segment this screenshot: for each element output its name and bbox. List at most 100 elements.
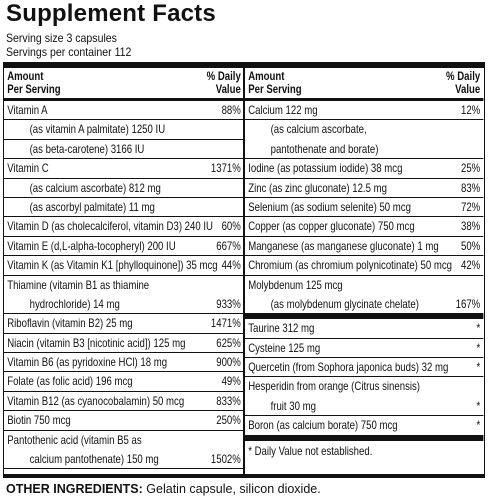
amount-heading: Amount Per Serving xyxy=(248,70,301,96)
nutrient-name: Riboflavin (vitamin B2) 25 mg xyxy=(7,316,133,331)
nutrient-name: Pantothenic acid (vitamin B5 as xyxy=(7,432,142,447)
nutrient-name: Thiamine (vitamin B1 as thiamine xyxy=(7,277,150,292)
source-text: (as beta-carotene) 3166 IU xyxy=(29,141,145,156)
daily-value: 833% xyxy=(216,393,241,408)
other-ingredients-label: OTHER INGREDIENTS: xyxy=(6,482,143,496)
nutrient-name: calcium pantothenate) 150 mg xyxy=(29,452,159,467)
daily-value: 50% xyxy=(460,238,481,253)
nutrient-row: Taurine 312 mg * xyxy=(245,319,484,339)
heading-line: Amount xyxy=(248,69,285,83)
daily-value: 900% xyxy=(216,355,241,370)
column: Amount Per Serving % Daily Value Vitamin A 88… xyxy=(4,68,244,470)
nutrient-row: Vitamin D (as cholecalciferol, vitamin D… xyxy=(4,217,244,237)
nutrient-name: Folate (as folic acid) 196 mcg xyxy=(7,374,133,389)
heading-line: Per Serving xyxy=(7,82,61,96)
nutrient-name: Boron (as calcium borate) 750 mcg xyxy=(248,418,398,433)
source-row: (as ascorbyl palmitate) 11 mg xyxy=(4,198,244,218)
column: Amount Per Serving % Daily Value Calcium 122… xyxy=(245,68,484,461)
serving-size: Serving size 3 capsules xyxy=(6,31,117,45)
nutrient-row: calcium pantothenate) 150 mg 1502% xyxy=(4,450,244,470)
daily-value: 83% xyxy=(460,180,481,195)
nutrient-row: Riboflavin (vitamin B2) 25 mg 1471% xyxy=(4,314,244,334)
dv-heading: % Daily Value xyxy=(446,70,480,96)
nutrient-row: Copper (as copper gluconate) 750 mcg 38% xyxy=(245,217,484,237)
nutrient-name: Biotin 750 mcg xyxy=(7,413,71,428)
source-row: (as calcium ascorbate) 812 mg xyxy=(4,179,244,198)
nutrient-name: Taurine 312 mg xyxy=(248,321,315,336)
nutrient-row: Iodine (as potassium iodide) 38 mcg 25% xyxy=(245,159,484,179)
daily-value: 1471% xyxy=(210,316,241,331)
heading-line: % Daily xyxy=(206,69,241,83)
daily-value: * xyxy=(476,398,481,413)
nutrient-row: Manganese (as manganese gluconate) 1 mg 5… xyxy=(245,237,484,257)
nutrient-name: (as molybdenum glycinate chelate) xyxy=(270,296,419,311)
nutrient-name: Vitamin B12 (as cyanocobalamin) 50 mcg xyxy=(7,393,185,408)
nutrient-row: Vitamin B12 (as cyanocobalamin) 50 mcg 83… xyxy=(4,392,244,412)
heading-line: % Daily xyxy=(446,69,481,83)
nutrient-row: Vitamin A 88% xyxy=(4,101,244,121)
source-row: (as calcium ascorbate, xyxy=(245,120,483,139)
nutrient-row: Zinc (as zinc gluconate) 12.5 mg 83% xyxy=(245,179,484,198)
nutrient-row: Vitamin B6 (as pyridoxine HCl) 18 mg 900% xyxy=(4,353,244,373)
heading-line: Amount xyxy=(7,69,44,83)
daily-value: 72% xyxy=(460,199,481,214)
daily-value: 42% xyxy=(460,258,481,273)
nutrient-row: Selenium (as sodium selenite) 50 mcg 72% xyxy=(245,198,484,218)
servings-per-container: Servings per container 112 xyxy=(6,45,132,59)
nutrient-row: Vitamin E (d,L-alpha-tocopheryl) 200 IU 6… xyxy=(4,237,244,257)
source-row: (as vitamin A palmitate) 1250 IU xyxy=(4,120,244,140)
nutrient-row: Vitamin C 1371% xyxy=(4,159,244,179)
daily-value: 933% xyxy=(216,296,241,311)
nutrient-name: Selenium (as sodium selenite) 50 mcg xyxy=(248,199,411,214)
nutrient-row: Biotin 750 mcg 250% xyxy=(4,411,244,431)
daily-value: * xyxy=(476,340,481,355)
rule xyxy=(3,62,485,68)
nutrient-name: fruit 30 mg xyxy=(270,398,316,413)
footnote: * Daily Value not established. xyxy=(248,443,373,458)
source-text: pantothenate and borate) xyxy=(270,141,379,156)
nutrient-name: Cysteine 125 mg xyxy=(248,340,321,355)
nutrient-name: Vitamin B6 (as pyridoxine HCl) 18 mg xyxy=(7,355,168,370)
nutrient-name: Quercetin (from Sophora japonica buds) 3… xyxy=(248,360,449,375)
nutrient-name: Vitamin C xyxy=(7,161,49,176)
nutrient-name: Chromium (as chromium polynicotinate) 50… xyxy=(248,258,453,273)
daily-value: 25% xyxy=(460,161,481,176)
daily-value: * xyxy=(476,418,481,433)
nutrient-name: Calcium 122 mg xyxy=(248,103,318,117)
daily-value: 49% xyxy=(221,374,241,389)
nutrient-name: Vitamin K (as Vitamin K1 [phylloquinone]… xyxy=(7,258,218,273)
nutrient-row: Hesperidin from orange (Citrus sinensis) xyxy=(245,377,483,396)
nutrient-name: Zinc (as zinc gluconate) 12.5 mg xyxy=(248,180,387,195)
frame xyxy=(3,68,485,474)
divider xyxy=(243,68,245,474)
source-text: (as calcium ascorbate, xyxy=(270,122,367,137)
nutrient-row: Thiamine (vitamin B1 as thiamine xyxy=(4,276,244,295)
nutrient-row: Vitamin K (as Vitamin K1 [phylloquinone]… xyxy=(4,256,244,276)
nutrient-name: Molybdenum 125 mcg xyxy=(248,277,343,292)
daily-value: 625% xyxy=(216,335,241,350)
nutrient-row: Pantothenic acid (vitamin B5 as xyxy=(4,431,244,450)
rule xyxy=(245,314,484,320)
rule xyxy=(245,435,484,441)
column-header: Amount Per Serving % Daily Value xyxy=(4,68,244,101)
nutrient-row: Boron (as calcium borate) 750 mcg * xyxy=(245,416,484,436)
nutrient-name: Copper (as copper gluconate) 750 mcg xyxy=(248,219,415,234)
other-ingredients: OTHER INGREDIENTS: Gelatin capsule, sili… xyxy=(6,482,321,496)
nutrient-row: (as molybdenum glycinate chelate) 167% xyxy=(245,295,484,315)
nutrient-name: Vitamin A xyxy=(7,103,48,117)
daily-value: 88% xyxy=(221,103,241,117)
heading-line: Per Serving xyxy=(248,82,302,96)
nutrient-row: Chromium (as chromium polynicotinate) 50… xyxy=(245,256,484,276)
nutrient-row: Cysteine 125 mg * xyxy=(245,339,484,359)
daily-value: 1371% xyxy=(210,161,241,176)
nutrient-name: Hesperidin from orange (Citrus sinensis) xyxy=(248,379,420,394)
nutrient-row: hydrochloride) 14 mg 933% xyxy=(4,295,244,315)
nutrient-name: Vitamin D (as cholecalciferol, vitamin D… xyxy=(7,219,213,234)
nutrient-name: Vitamin E (d,L-alpha-tocopheryl) 200 IU xyxy=(7,238,176,253)
nutrient-row: Calcium 122 mg 12% xyxy=(245,101,484,121)
source-text: (as vitamin A palmitate) 1250 IU xyxy=(29,122,166,137)
nutrient-row: Niacin (vitamin B3 [nicotinic acid]) 125… xyxy=(4,334,244,354)
daily-value: 12% xyxy=(460,103,481,117)
nutrient-row: fruit 30 mg * xyxy=(245,397,484,417)
